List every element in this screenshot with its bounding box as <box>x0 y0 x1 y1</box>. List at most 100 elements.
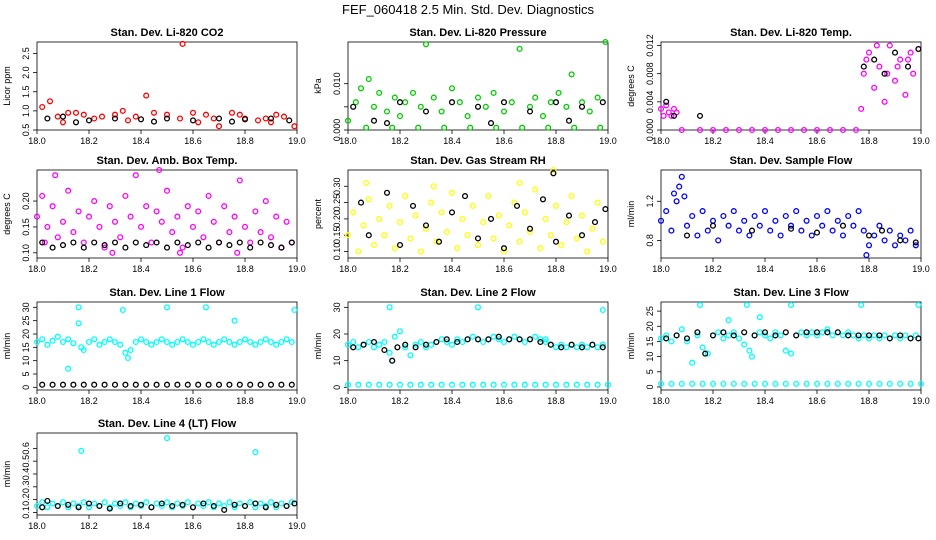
data-point <box>542 336 549 343</box>
data-point <box>798 227 805 234</box>
data-point <box>767 335 774 342</box>
data-point <box>495 336 502 343</box>
data-point <box>741 329 748 336</box>
data-point <box>54 234 61 241</box>
data-point <box>725 317 732 324</box>
data-point <box>156 166 163 174</box>
data-point <box>834 217 841 224</box>
y-tick-label: 0.010 <box>332 72 342 95</box>
data-point <box>756 329 763 336</box>
data-point <box>174 213 181 220</box>
series-2 <box>39 497 298 513</box>
data-point <box>226 229 233 236</box>
data-point <box>402 344 409 351</box>
data-point <box>448 209 456 216</box>
data-point <box>174 239 181 246</box>
data-point <box>124 354 132 362</box>
data-point <box>127 502 134 510</box>
data-point <box>907 227 914 234</box>
data-point <box>383 189 391 196</box>
data-point <box>526 108 534 115</box>
data-point <box>132 338 139 346</box>
data-point <box>839 222 847 229</box>
x-tick-label: 19.0 <box>912 264 930 274</box>
data-point <box>761 126 769 134</box>
data-point <box>516 179 523 187</box>
data-point <box>521 209 528 216</box>
data-point <box>430 183 437 190</box>
data-point <box>435 238 443 245</box>
data-point <box>663 208 670 215</box>
data-point <box>386 381 393 388</box>
data-point <box>839 232 847 239</box>
y-tick-label: 0.012 <box>645 34 655 57</box>
data-point <box>428 381 435 388</box>
data-point <box>563 103 570 110</box>
data-point <box>550 170 557 177</box>
data-point <box>730 329 737 336</box>
data-point <box>545 124 552 131</box>
data-point <box>670 190 678 197</box>
data-point <box>365 381 372 388</box>
data-point <box>179 501 186 508</box>
data-point <box>845 332 852 339</box>
y-tick-label: 0.10 <box>21 244 31 262</box>
data-point <box>777 232 784 239</box>
data-point <box>506 336 513 343</box>
data-point <box>91 500 98 507</box>
data-point <box>288 338 295 346</box>
data-point <box>143 92 150 99</box>
data-point <box>748 227 756 234</box>
data-point <box>508 99 515 106</box>
series-2 <box>44 113 293 126</box>
data-point <box>365 76 372 83</box>
data-point <box>80 499 87 506</box>
data-point <box>500 245 508 252</box>
data-point <box>704 227 711 234</box>
data-point <box>803 332 810 339</box>
data-point <box>443 338 450 346</box>
data-point <box>438 336 445 343</box>
data-point <box>578 103 586 110</box>
data-point <box>278 244 285 251</box>
series-1 <box>344 166 606 255</box>
data-point <box>184 338 191 346</box>
data-point <box>111 218 119 225</box>
data-point <box>506 222 513 229</box>
data-point <box>673 198 680 205</box>
data-point <box>563 381 570 388</box>
data-point <box>699 344 706 351</box>
data-point <box>438 209 445 216</box>
data-point <box>344 232 352 239</box>
data-point <box>751 380 758 387</box>
data-point <box>709 380 717 387</box>
data-point <box>153 208 160 215</box>
plot-frame <box>660 41 922 131</box>
data-point <box>78 447 85 454</box>
data-point <box>236 381 243 388</box>
y-tick-label: 0.25 <box>332 194 342 212</box>
x-tick-label: 18.6 <box>184 521 202 531</box>
y-tick-label: 25 <box>645 306 655 316</box>
data-point <box>689 359 696 366</box>
data-point <box>65 501 72 508</box>
data-point <box>660 112 667 119</box>
chart-title: Stan. Dev. Li-820 CO2 <box>111 27 224 39</box>
data-point <box>547 341 554 348</box>
data-point <box>599 238 606 245</box>
data-point <box>376 341 383 348</box>
data-point <box>474 103 482 110</box>
data-point <box>252 208 259 215</box>
x-tick-label: 19.0 <box>288 521 306 531</box>
data-point <box>200 500 207 507</box>
data-point <box>824 326 831 333</box>
data-point <box>521 381 528 388</box>
data-point <box>80 239 87 246</box>
data-point <box>383 108 391 115</box>
data-point <box>748 126 756 134</box>
data-point <box>871 56 878 63</box>
y-axis-label: kPa <box>313 78 323 94</box>
data-point <box>231 213 238 220</box>
data-point <box>558 341 565 348</box>
data-point <box>247 499 254 506</box>
